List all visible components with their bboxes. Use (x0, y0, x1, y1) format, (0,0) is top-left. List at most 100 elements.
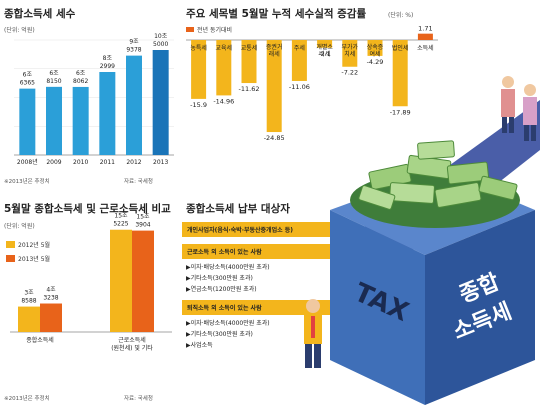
tick-label: 농특세 (190, 44, 207, 52)
legend-swatch (6, 255, 15, 262)
bar (152, 50, 169, 155)
bill-stack (446, 161, 490, 185)
bar (18, 306, 40, 332)
tick-label: 2010 (73, 159, 88, 166)
tick-label: 종합소득세 (26, 336, 54, 344)
bill-stack (358, 185, 396, 210)
category-item: ▶이자·배당소득(4000만원 초과) (186, 264, 270, 271)
category-group: 개인사업자(음식·숙박·부동산중개업소 등) (182, 222, 342, 237)
bar (241, 40, 257, 84)
panel3-title: 5월말 종합소득세 및 근로소득세 비교 (4, 203, 171, 215)
money-pile (350, 140, 520, 228)
data-label: 8150 (46, 78, 61, 85)
tick-label: 법인세 (392, 44, 409, 52)
data-label: -11.62 (239, 85, 260, 93)
bar (46, 86, 62, 155)
data-label: -15.9 (190, 101, 207, 109)
bar (291, 40, 307, 81)
category-group: 근로소득 외 소득이 있는 사람 ▶이자·배당소득(4000만원 초과) ▶기타… (182, 244, 342, 293)
legend-label: 2013년 5월 (18, 256, 51, 263)
tick-label: 여세 (369, 50, 380, 58)
tax-box-front (330, 210, 425, 405)
panel3-unit: (단위: 억원) (4, 223, 35, 230)
panel4-title: 종합소득세 납부 대상자 (186, 203, 290, 215)
data-label: 6365 (20, 80, 35, 87)
data-label: 2999 (100, 63, 115, 70)
tick-label: 상속증 (367, 43, 384, 51)
data-label: 1.71 (418, 25, 432, 33)
person-figure (523, 84, 537, 141)
bill-stack (478, 175, 518, 201)
category-item: ▶연금소득(1200만원 초과) (186, 286, 257, 293)
bar (342, 40, 358, 67)
data-label: 3조 (24, 290, 34, 297)
tick-label: 2013 (153, 159, 168, 166)
bar (40, 303, 62, 332)
data-label: 6조 (49, 70, 59, 77)
tick-label: 부가가 (342, 43, 359, 51)
bar (216, 40, 232, 96)
data-label: 3904 (135, 222, 150, 229)
legend-swatch (6, 241, 15, 248)
panel3-source: 자료: 국세청 (124, 396, 153, 402)
tick-label: 소득세 (417, 44, 434, 52)
category-item: ▶이자·배당소득(4000만원 초과) (186, 320, 270, 327)
tick-label: 비세 (319, 50, 330, 58)
data-label: 8588 (21, 298, 36, 305)
category-header: 근로소득 외 소득이 있는 사람 (182, 244, 342, 259)
data-label: 15조 (136, 214, 150, 221)
category-header: 퇴직소득 외 소득이 있는 사람 (182, 300, 342, 315)
bar (266, 40, 282, 133)
tick-label: 2012 (126, 159, 141, 166)
category-group: 퇴직소득 외 소득이 있는 사람 ▶이자·배당소득(4000만원 초과) ▶기타… (182, 300, 342, 349)
head (306, 299, 320, 313)
data-label: -11.06 (289, 83, 310, 91)
tick-label: 2011 (100, 159, 115, 166)
bar (191, 40, 207, 99)
data-label: 5225 (113, 221, 128, 228)
data-label: -17.89 (390, 108, 411, 116)
bar (110, 229, 132, 332)
data-label: 3238 (43, 295, 58, 302)
bar (317, 40, 333, 48)
data-label: 9378 (126, 47, 141, 54)
bar (19, 88, 36, 155)
panel3-note: ※2013년은 추정치 (4, 396, 50, 402)
data-label: 9조 (129, 39, 139, 46)
data-label: 4조 (46, 287, 56, 294)
bar (367, 40, 383, 56)
bill-stack (389, 182, 435, 204)
data-label: 10조 (154, 33, 168, 40)
data-label: -2.1 (318, 50, 331, 58)
data-label: -4.29 (367, 58, 384, 66)
panel3-legend-2013: 2013년 5월 (6, 254, 50, 263)
bar (392, 40, 408, 107)
data-label: 8조 (103, 55, 113, 62)
bar (132, 230, 154, 332)
panel2-title: 주요 세목별 5월말 누적 세수실적 증감률 (186, 8, 367, 20)
data-label: 15조 (114, 213, 128, 220)
category-item: ▶사업소득 (186, 342, 213, 349)
data-label: 6조 (23, 72, 33, 79)
data-label: -7.22 (341, 69, 358, 77)
tick-label: 2008년 (17, 158, 38, 166)
tick-label: 교육세 (216, 44, 233, 52)
tick-label: 교통세 (241, 44, 258, 52)
category-item: ▶기타소득(300만원 초과) (186, 331, 253, 338)
tick-label: 주세 (294, 44, 305, 52)
data-label: 8062 (73, 78, 88, 85)
leg (314, 344, 321, 368)
tie (311, 316, 315, 338)
tax-box-illustration: TAX 종합 소득세 (330, 76, 540, 405)
bar (417, 33, 433, 40)
tick-label: 근로소득세 (118, 336, 146, 344)
data-label: -14.96 (213, 97, 234, 105)
panel2-legend: 전년 동기대비 (186, 25, 232, 34)
panel1-unit: (단위: 억원) (4, 27, 35, 34)
tick-label: 치세 (344, 50, 355, 58)
person-figure-small (304, 299, 322, 368)
comparison-chart: 3조85884조3238종합소득세15조522515조3904근로소득세(원천세… (10, 213, 172, 352)
legend-label: 2012년 5월 (18, 242, 51, 249)
data-label: 5000 (153, 41, 168, 48)
tick-label: 증권거 (266, 43, 283, 51)
